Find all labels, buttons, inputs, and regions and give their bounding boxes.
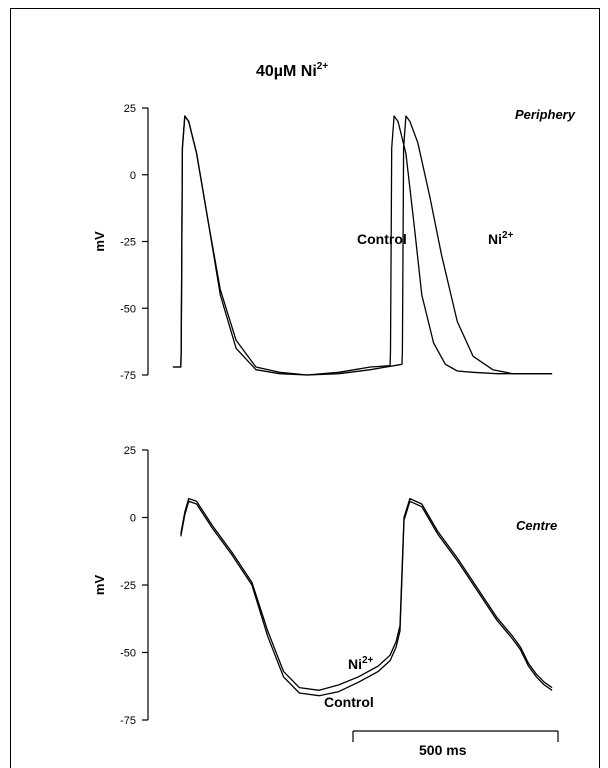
bottom-ni-label: Ni2+: [348, 655, 374, 672]
bottom-y-tick-label-2: -25: [120, 580, 136, 592]
bottom-y-tick-label-4: -75: [120, 715, 136, 727]
top-control-label: Control: [357, 231, 407, 247]
top-ni-label: Ni2+: [488, 230, 514, 247]
bottom-y-axis-label: mV: [92, 575, 107, 596]
bottom-y-tick-label-1: 0: [130, 513, 136, 525]
bottom-y-tick-label-0: 25: [124, 445, 136, 457]
top-y-tick-label-1: 0: [130, 170, 136, 182]
top-y-tick-label-3: -50: [120, 303, 136, 315]
top-trace-ni: [172, 115, 553, 376]
top-y-axis-label: mV: [92, 231, 107, 252]
bottom-control-label: Control: [324, 694, 374, 710]
periphery-label: Periphery: [515, 107, 576, 122]
bottom-trace-ni: [180, 497, 553, 691]
top-y-tick-label-0: 25: [124, 103, 136, 115]
top-y-tick-label-2: -25: [120, 237, 136, 249]
scale-bar: 500 ms: [352, 730, 559, 758]
centre-panel: 25 0 -25 -50 -75 mV: [92, 445, 553, 727]
bottom-y-tick-label-3: -50: [120, 648, 136, 660]
figure-title: 40µM Ni2+: [256, 61, 328, 80]
periphery-panel: 25 0 -25 -50 -75 mV: [92, 103, 553, 382]
centre-label: Centre: [516, 518, 557, 533]
top-y-tick-label-4: -75: [120, 370, 136, 382]
bottom-trace-control: [180, 500, 553, 697]
scale-bar-label: 500 ms: [419, 742, 467, 758]
figure-frame: [10, 8, 600, 768]
